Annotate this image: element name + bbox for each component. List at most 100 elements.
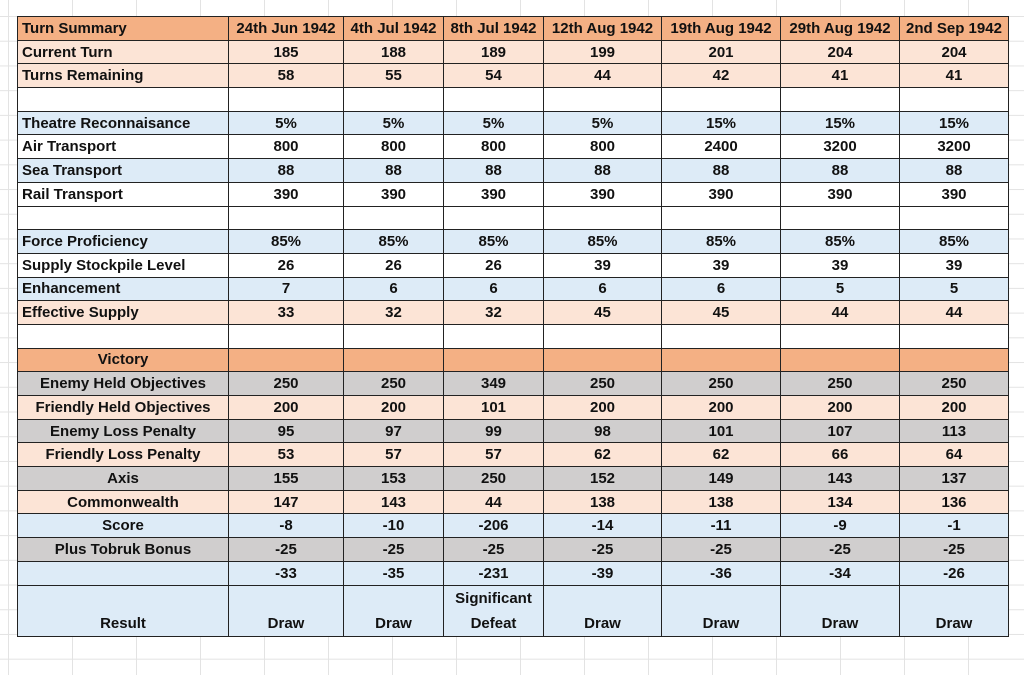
cell-value: -35	[343, 560, 444, 586]
row-label: Current Turn	[17, 39, 229, 65]
cell-value: -8	[228, 513, 344, 539]
data-row: Effective Supply 33 32 32 45 45 44 44	[17, 300, 1009, 325]
data-row: Plus Tobruk Bonus -25 -25 -25 -25 -25 -25 -25	[17, 537, 1009, 562]
empty-cell	[228, 347, 344, 373]
cell-value: 134	[780, 489, 900, 515]
data-row: Supply Stockpile Level 26 26 26 39 39 39 39	[17, 252, 1009, 278]
cell-value: 143	[780, 466, 900, 491]
cell-value: 200	[228, 395, 344, 420]
cell-value: 97	[343, 418, 444, 444]
cell-value: 200	[343, 395, 444, 420]
cell-value: 200	[661, 395, 781, 420]
empty-cell	[443, 87, 544, 112]
cell-value: 6	[443, 276, 544, 302]
empty-cell	[17, 323, 229, 349]
cell-value: 53	[228, 442, 344, 468]
header-date: 24th Jun 1942	[228, 16, 344, 41]
cell-value: 390	[443, 181, 544, 207]
data-row: Air Transport 800 800 800 800 2400 3200 3200	[17, 134, 1009, 160]
cell-value: 42	[661, 63, 781, 89]
cell-value: 5	[899, 276, 1009, 302]
header-row: Turn Summary 24th Jun 1942 4th Jul 1942 8th…	[17, 16, 1009, 41]
cell-value: Draw	[543, 584, 662, 637]
row-label: Rail Transport	[17, 181, 229, 207]
cell-value: 185	[228, 39, 344, 65]
cell-value: -25	[661, 537, 781, 562]
empty-cell	[899, 87, 1009, 112]
row-label: Sea Transport	[17, 158, 229, 183]
row-label: Supply Stockpile Level	[17, 252, 229, 278]
cell-value: 41	[780, 63, 900, 89]
row-label: Enhancement	[17, 276, 229, 302]
data-row: Turns Remaining 58 55 54 44 42 41 41	[17, 63, 1009, 89]
cell-value: 66	[780, 442, 900, 468]
empty-cell	[443, 347, 544, 373]
cell-value: 85%	[228, 229, 344, 254]
header-date: 8th Jul 1942	[443, 16, 544, 41]
cell-value: -25	[899, 537, 1009, 562]
cell-value: 6	[661, 276, 781, 302]
empty-cell	[661, 347, 781, 373]
cell-value: 62	[661, 442, 781, 468]
cell-value: 800	[343, 134, 444, 160]
cell-value: 138	[661, 489, 781, 515]
row-label: Commonwealth	[17, 489, 229, 515]
empty-cell	[661, 323, 781, 349]
empty-cell	[343, 323, 444, 349]
cell-value: 32	[343, 300, 444, 325]
empty-cell	[343, 87, 444, 112]
header-date: 12th Aug 1942	[543, 16, 662, 41]
cell-value: 26	[343, 252, 444, 278]
cell-value: 390	[899, 181, 1009, 207]
cell-value: 2400	[661, 134, 781, 160]
empty-cell	[228, 323, 344, 349]
cell-value: 85%	[543, 229, 662, 254]
cell-value: 88	[228, 158, 344, 183]
empty-cell	[899, 205, 1009, 231]
cell-value: 6	[343, 276, 444, 302]
cell-value: -25	[543, 537, 662, 562]
data-row: Axis 155 153 250 152 149 143 137	[17, 466, 1009, 491]
empty-cell	[661, 87, 781, 112]
cell-value: 45	[661, 300, 781, 325]
cell-value: 137	[899, 466, 1009, 491]
data-row: Enemy Held Objectives 250 250 349 250 250 250 2…	[17, 371, 1009, 396]
row-label	[17, 560, 229, 586]
row-label: Axis	[17, 466, 229, 491]
cell-value: 390	[228, 181, 344, 207]
cell-value: 88	[343, 158, 444, 183]
empty-cell	[780, 323, 900, 349]
blank-row	[17, 205, 1009, 231]
cell-value: -33	[228, 560, 344, 586]
cell-value: 54	[443, 63, 544, 89]
cell-value: Significant Defeat	[443, 584, 544, 637]
data-row: Commonwealth 147 143 44 138 138 134 136	[17, 489, 1009, 515]
empty-cell	[543, 205, 662, 231]
cell-value: 32	[443, 300, 544, 325]
cell-value: -10	[343, 513, 444, 539]
cell-value: 250	[899, 371, 1009, 396]
row-label: Theatre Reconnaisance	[17, 110, 229, 136]
empty-cell	[899, 347, 1009, 373]
cell-value: 101	[661, 418, 781, 444]
header-date: 2nd Sep 1942	[899, 16, 1009, 41]
cell-value: 15%	[780, 110, 900, 136]
empty-cell	[543, 87, 662, 112]
cell-value: 39	[780, 252, 900, 278]
cell-value: 62	[543, 442, 662, 468]
cell-value: 55	[343, 63, 444, 89]
row-label: Friendly Loss Penalty	[17, 442, 229, 468]
cell-value: 85%	[780, 229, 900, 254]
cell-value: 152	[543, 466, 662, 491]
cell-value: 204	[780, 39, 900, 65]
row-label: Force Proficiency	[17, 229, 229, 254]
cell-value: 107	[780, 418, 900, 444]
cell-value: 199	[543, 39, 662, 65]
empty-cell	[17, 87, 229, 112]
empty-cell	[543, 323, 662, 349]
cell-value: 250	[661, 371, 781, 396]
cell-value: 349	[443, 371, 544, 396]
cell-value: -9	[780, 513, 900, 539]
cell-value: 6	[543, 276, 662, 302]
